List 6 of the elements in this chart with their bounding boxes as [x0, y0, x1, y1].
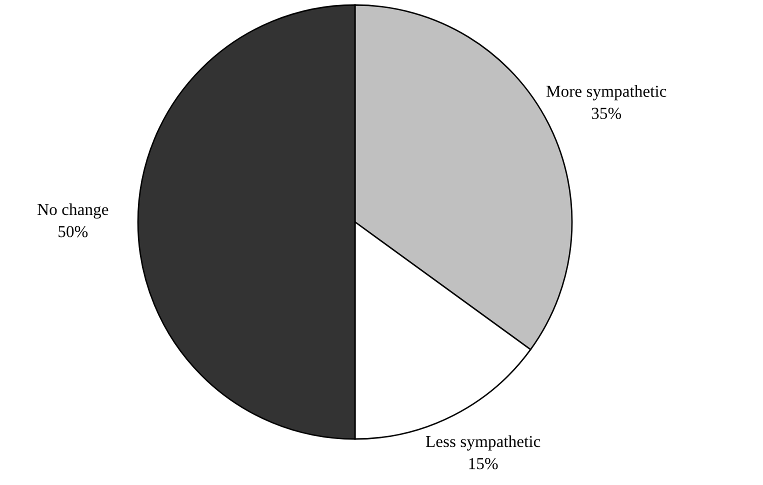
data-label: 35%: [592, 108, 622, 120]
slice-label: Less sympathetic: [426, 435, 540, 451]
data-label: 15%: [469, 458, 498, 470]
data-label: 50%: [58, 226, 88, 238]
slice-label: More sympathetic: [546, 85, 666, 100]
slice-label: No change: [38, 203, 108, 219]
